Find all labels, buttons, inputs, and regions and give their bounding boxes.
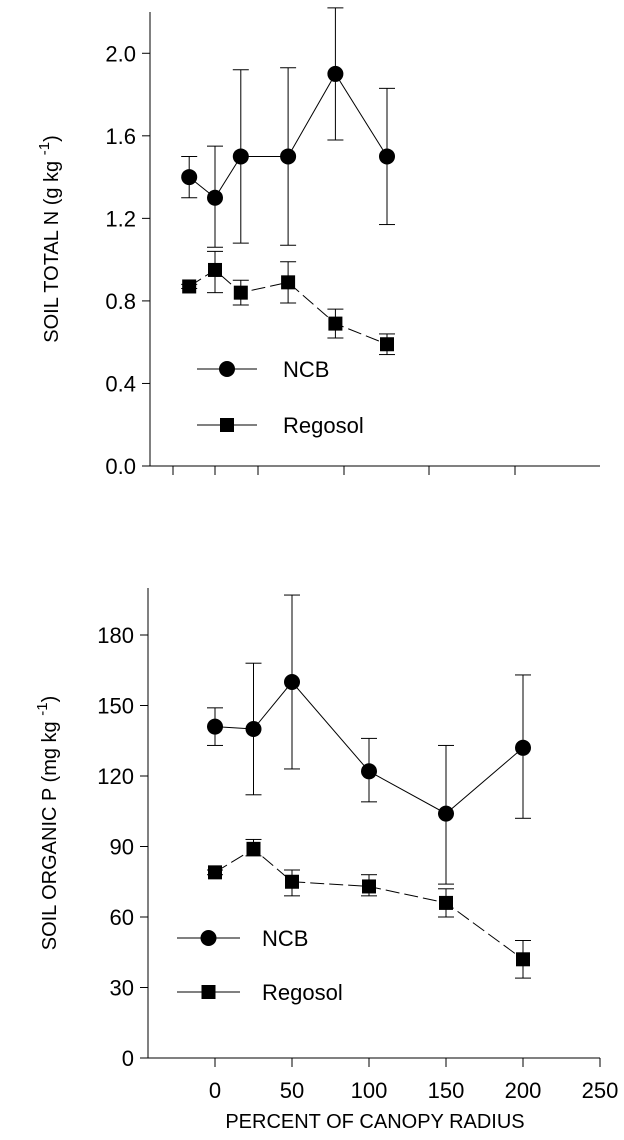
y-tick-label: 0.8	[105, 289, 136, 314]
data-point-circle	[232, 148, 249, 165]
x-tick-label: 0	[209, 1078, 221, 1103]
y-tick-label: 180	[97, 623, 134, 648]
y-tick-label: 150	[97, 694, 134, 719]
legend-label: NCB	[283, 357, 329, 382]
data-point-square	[208, 865, 222, 880]
series-line-regosol	[214, 848, 524, 960]
series-regosol	[207, 838, 531, 979]
data-point-circle	[207, 189, 223, 206]
series-ncb	[207, 594, 531, 885]
x-axis-label: PERCENT OF CANOPY RADIUS	[225, 1111, 524, 1133]
data-point-circle	[438, 805, 454, 822]
x-tick-label: 200	[505, 1078, 542, 1103]
y-tick-label: 2.0	[105, 41, 136, 66]
chart-soil-total-n: 0.0 0.4 0.8 1.2 1.6 2.0 SOIL TOTAL N (g kg -1)…	[36, 7, 600, 479]
legend-marker-circle	[200, 930, 217, 946]
x-tick-label: 50	[280, 1078, 304, 1103]
data-point-circle	[207, 718, 223, 735]
y-tick-label: 0.0	[105, 454, 136, 479]
data-point-square	[380, 337, 394, 352]
data-point-circle	[280, 148, 297, 165]
legend-marker-square	[201, 985, 216, 999]
data-point-square	[182, 279, 197, 294]
y-tick-label: 0.4	[105, 371, 136, 396]
data-point-square	[362, 879, 376, 894]
x-tick-label: 100	[351, 1078, 388, 1103]
data-point-square	[285, 874, 299, 889]
data-point-square	[233, 285, 248, 300]
data-point-square	[281, 275, 296, 290]
legend-label: NCB	[262, 926, 308, 951]
data-point-square	[246, 841, 261, 856]
data-point-circle	[361, 763, 377, 780]
y-tick-label: 0	[122, 1046, 134, 1071]
legend-label: Regosol	[262, 980, 343, 1005]
data-point-square	[516, 952, 530, 967]
data-point-circle	[284, 674, 300, 690]
y-tick-label: 1.2	[105, 206, 136, 231]
data-point-circle	[245, 721, 262, 737]
data-point-square	[328, 316, 343, 331]
y-axis-label: SOIL ORGANIC P (mg kg -1)	[34, 696, 61, 951]
y-tick-label: 90	[110, 835, 134, 860]
legend-marker-square	[220, 418, 234, 432]
data-point-square	[208, 262, 222, 277]
data-point-circle	[181, 169, 198, 186]
y-tick-label: 1.6	[105, 124, 136, 149]
data-point-circle	[515, 739, 531, 756]
y-tick-label: 30	[110, 976, 134, 1001]
data-point-square	[439, 895, 453, 910]
data-point-circle	[379, 148, 395, 165]
legend-marker-circle	[219, 361, 235, 377]
legend-label: Regosol	[283, 413, 364, 438]
chart-soil-organic-p: 0 30 60 90 120 150 180 0 50 100 150 200 250 SOIL ORGA…	[34, 588, 618, 1103]
y-tick-label: 60	[110, 905, 134, 930]
x-tick-label: 150	[428, 1078, 465, 1103]
x-tick-label: 250	[582, 1078, 619, 1103]
data-point-circle	[327, 65, 344, 82]
series-ncb	[181, 7, 395, 248]
series-regosol	[181, 250, 395, 356]
y-axis-label: SOIL TOTAL N (g kg -1)	[36, 135, 63, 343]
y-tick-label: 120	[97, 764, 134, 789]
